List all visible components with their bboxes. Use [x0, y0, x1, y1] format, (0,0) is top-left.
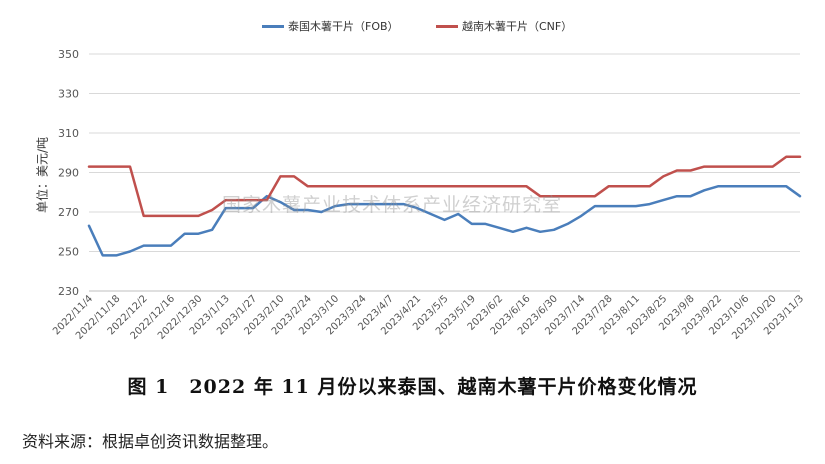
y-tick-labels: 230 250 270 290 310 330 350 — [58, 48, 79, 298]
legend-label-vietnam: 越南木薯干片（CNF） — [462, 20, 573, 33]
y-tick-label: 250 — [58, 246, 79, 259]
grid-lines — [89, 53, 800, 292]
legend-item-vietnam: 越南木薯干片（CNF） — [436, 18, 572, 34]
watermark: 国家木薯产业技术体系产业经济研究室 — [222, 194, 563, 216]
legend-swatch-vietnam — [436, 24, 458, 28]
figure-caption: 图 1 2022 年 11 月份以来泰国、越南木薯干片价格变化情况 — [127, 376, 698, 398]
y-tick-label: 270 — [58, 206, 79, 219]
y-axis-label: 单位：美元/吨 — [35, 136, 50, 214]
legend-swatch-thailand — [262, 24, 284, 28]
legend-label-thailand: 泰国木薯干片（FOB） — [288, 20, 399, 33]
x-tick-labels: 2022/11/42022/11/182022/12/22022/12/1620… — [51, 293, 806, 342]
series-lines — [87, 155, 802, 257]
series-line-0 — [87, 185, 802, 257]
y-tick-label: 330 — [58, 88, 79, 101]
legend-item-thailand: 泰国木薯干片（FOB） — [262, 18, 399, 34]
line-chart: 230 250 270 290 310 330 350 2022/11/42022/11/1… — [51, 48, 806, 342]
series-line-1 — [87, 155, 802, 218]
y-tick-label: 350 — [58, 48, 79, 61]
y-tick-label: 310 — [58, 127, 79, 140]
source-note: 资料来源：根据卓创资讯数据整理。 — [22, 432, 279, 451]
y-tick-label: 290 — [58, 167, 79, 180]
y-tick-label: 230 — [58, 285, 79, 298]
